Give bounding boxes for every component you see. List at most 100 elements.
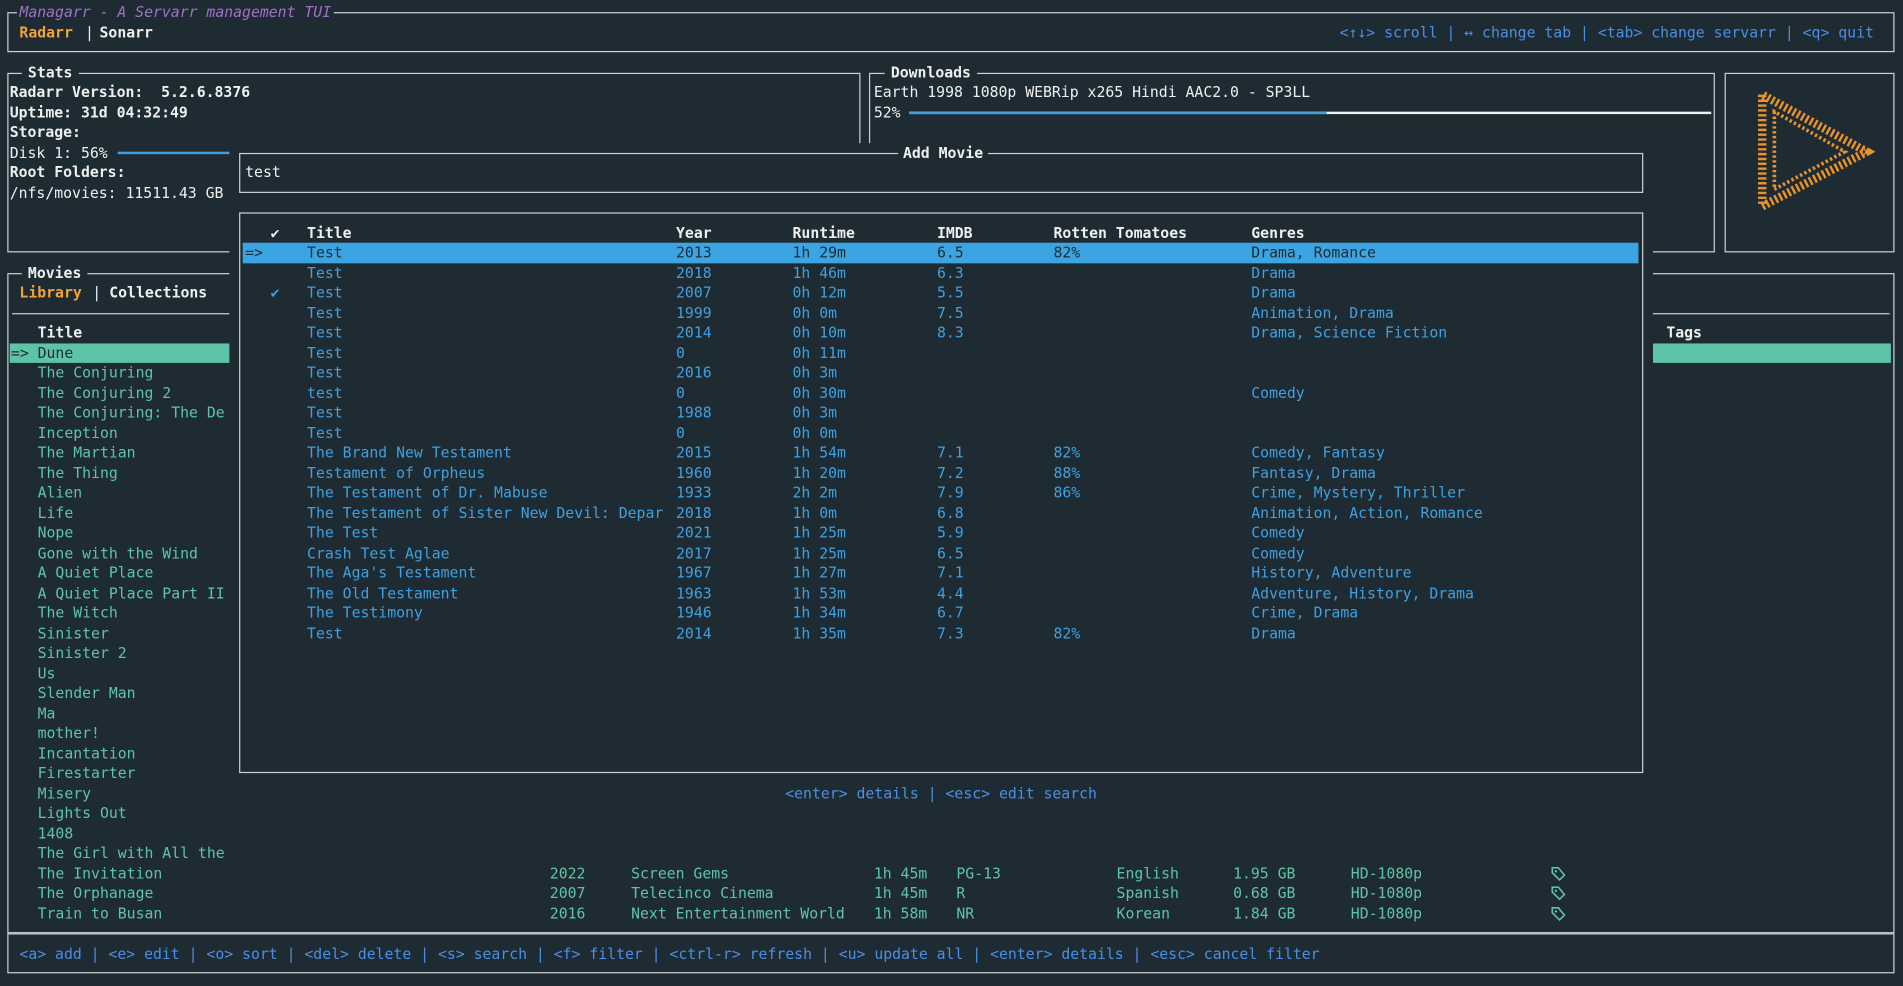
movie-title[interactable]: Misery	[37, 784, 92, 802]
movie-quality: HD-1080p	[1350, 904, 1423, 922]
movie-title[interactable]: mother!	[37, 724, 100, 742]
result-title[interactable]: Test	[307, 304, 343, 322]
result-year: 2018	[676, 263, 712, 281]
result-year: 1963	[676, 584, 712, 602]
movie-title[interactable]: Dune	[37, 344, 74, 362]
result-runtime: 1h 35m	[792, 624, 846, 642]
result-runtime: 0h 12m	[792, 283, 846, 301]
result-genres: Fantasy, Drama	[1251, 464, 1376, 482]
result-genres: Drama, Romance	[1251, 243, 1376, 261]
movie-rating: R	[956, 884, 966, 902]
tab[interactable]: Radarr	[19, 23, 73, 41]
movie-title[interactable]: The Girl with All the	[37, 844, 225, 862]
tab[interactable]: Sonarr	[99, 23, 153, 41]
result-rt: 82%	[1053, 243, 1081, 261]
result-title[interactable]: Test	[307, 624, 343, 642]
key-help: <↑↓> scroll | ↔ change tab | <tab> chang…	[1339, 23, 1874, 41]
logo-box	[1724, 72, 1895, 253]
movie-title[interactable]: The Thing	[37, 464, 118, 482]
result-title[interactable]: The Testament of Sister New Devil: Depar	[307, 504, 664, 522]
movie-title[interactable]: Slender Man	[37, 684, 136, 702]
movie-title[interactable]: A Quiet Place	[37, 564, 154, 582]
result-title[interactable]: Testament of Orpheus	[307, 464, 486, 482]
result-runtime: 1h 27m	[792, 564, 846, 582]
result-title[interactable]: The Aga's Testament	[307, 564, 477, 582]
movie-title[interactable]: Life	[37, 504, 74, 522]
result-title[interactable]: test	[307, 384, 343, 402]
result-runtime: 0h 0m	[792, 304, 838, 322]
result-title[interactable]: The Old Testament	[307, 584, 459, 602]
result-runtime: 0h 0m	[792, 424, 838, 442]
movie-title[interactable]: The Conjuring: The De	[37, 404, 225, 422]
stat-line: Root Folders:	[9, 163, 126, 181]
result-title[interactable]: Test	[307, 364, 343, 382]
result-title[interactable]: Test	[307, 243, 343, 261]
movie-title[interactable]: Alien	[37, 484, 83, 502]
movie-title[interactable]: Incantation	[37, 744, 136, 762]
result-year: 2021	[676, 524, 712, 542]
movie-title[interactable]: A Quiet Place Part II	[37, 584, 225, 602]
movie-title[interactable]: Train to Busan	[37, 904, 163, 922]
result-title[interactable]: Crash Test Aglae	[307, 544, 450, 562]
result-genres: Drama	[1251, 283, 1296, 301]
tag-icon	[1551, 906, 1566, 921]
movie-title[interactable]: Gone with the Wind	[37, 544, 198, 562]
movie-year: 2016	[549, 904, 586, 922]
result-title[interactable]: Test	[307, 404, 343, 422]
movie-title[interactable]: The Martian	[37, 444, 136, 462]
movie-title[interactable]: The Conjuring	[37, 364, 154, 382]
result-imdb: 7.9	[936, 484, 964, 502]
movie-title[interactable]: Sinister 2	[37, 644, 127, 662]
result-genres: Crime, Drama	[1251, 604, 1359, 622]
movie-title[interactable]: Ma	[37, 704, 56, 722]
result-title[interactable]: Test	[307, 324, 343, 342]
result-title[interactable]: Test	[307, 424, 343, 442]
column-header: Title	[37, 324, 83, 342]
movie-title[interactable]: Lights Out	[37, 804, 127, 822]
movie-title[interactable]: Nope	[37, 524, 74, 542]
movie-title[interactable]: Sinister	[37, 624, 109, 642]
result-title[interactable]: The Testimony	[307, 604, 423, 622]
movie-title[interactable]: Inception	[37, 424, 118, 442]
movie-year: 2022	[549, 864, 586, 882]
result-title[interactable]: The Testament of Dr. Mabuse	[307, 484, 548, 502]
result-runtime: 1h 53m	[792, 584, 846, 602]
result-runtime: 1h 34m	[792, 604, 846, 622]
result-genres: History, Adventure	[1251, 564, 1412, 582]
movie-title[interactable]: The Conjuring 2	[37, 384, 172, 402]
result-runtime: 0h 3m	[792, 404, 838, 422]
movie-title[interactable]: Firestarter	[37, 764, 136, 782]
movie-studio: Telecinco Cinema	[631, 884, 774, 902]
result-runtime: 0h 11m	[792, 344, 846, 362]
result-imdb: 8.3	[936, 324, 964, 342]
disk-label: Disk 1: 56%	[9, 143, 108, 161]
tab-separator: |	[84, 23, 94, 41]
tab[interactable]: Collections	[109, 283, 208, 301]
search-input[interactable]: test	[245, 163, 281, 181]
movie-runtime: 1h 58m	[873, 904, 928, 922]
movie-size: 1.95 GB	[1233, 864, 1296, 882]
result-year: 1967	[676, 564, 712, 582]
result-year: 1946	[676, 604, 712, 622]
movie-title[interactable]: Us	[37, 664, 56, 682]
result-title[interactable]: The Test	[307, 524, 379, 542]
movie-title[interactable]: The Witch	[37, 604, 118, 622]
result-title[interactable]: Test	[307, 283, 343, 301]
result-year: 2018	[676, 504, 712, 522]
result-genres: Comedy	[1251, 524, 1305, 542]
movie-title[interactable]: 1408	[37, 824, 74, 842]
result-title[interactable]: The Brand New Testament	[307, 444, 512, 462]
stat-line: Uptime: 31d 04:32:49	[9, 103, 188, 121]
result-year: 2015	[676, 444, 712, 462]
column-header: Runtime	[792, 223, 855, 241]
movie-runtime: 1h 45m	[873, 884, 928, 902]
result-year: 0	[676, 384, 685, 402]
tab[interactable]: Library	[19, 283, 82, 301]
movie-title[interactable]: The Invitation	[37, 864, 163, 882]
result-runtime: 1h 46m	[792, 263, 846, 281]
result-title[interactable]: Test	[307, 263, 343, 281]
tag-icon	[1551, 866, 1566, 881]
movie-title[interactable]: The Orphanage	[37, 884, 154, 902]
result-title[interactable]: Test	[307, 344, 343, 362]
movie-rating: NR	[956, 904, 975, 922]
